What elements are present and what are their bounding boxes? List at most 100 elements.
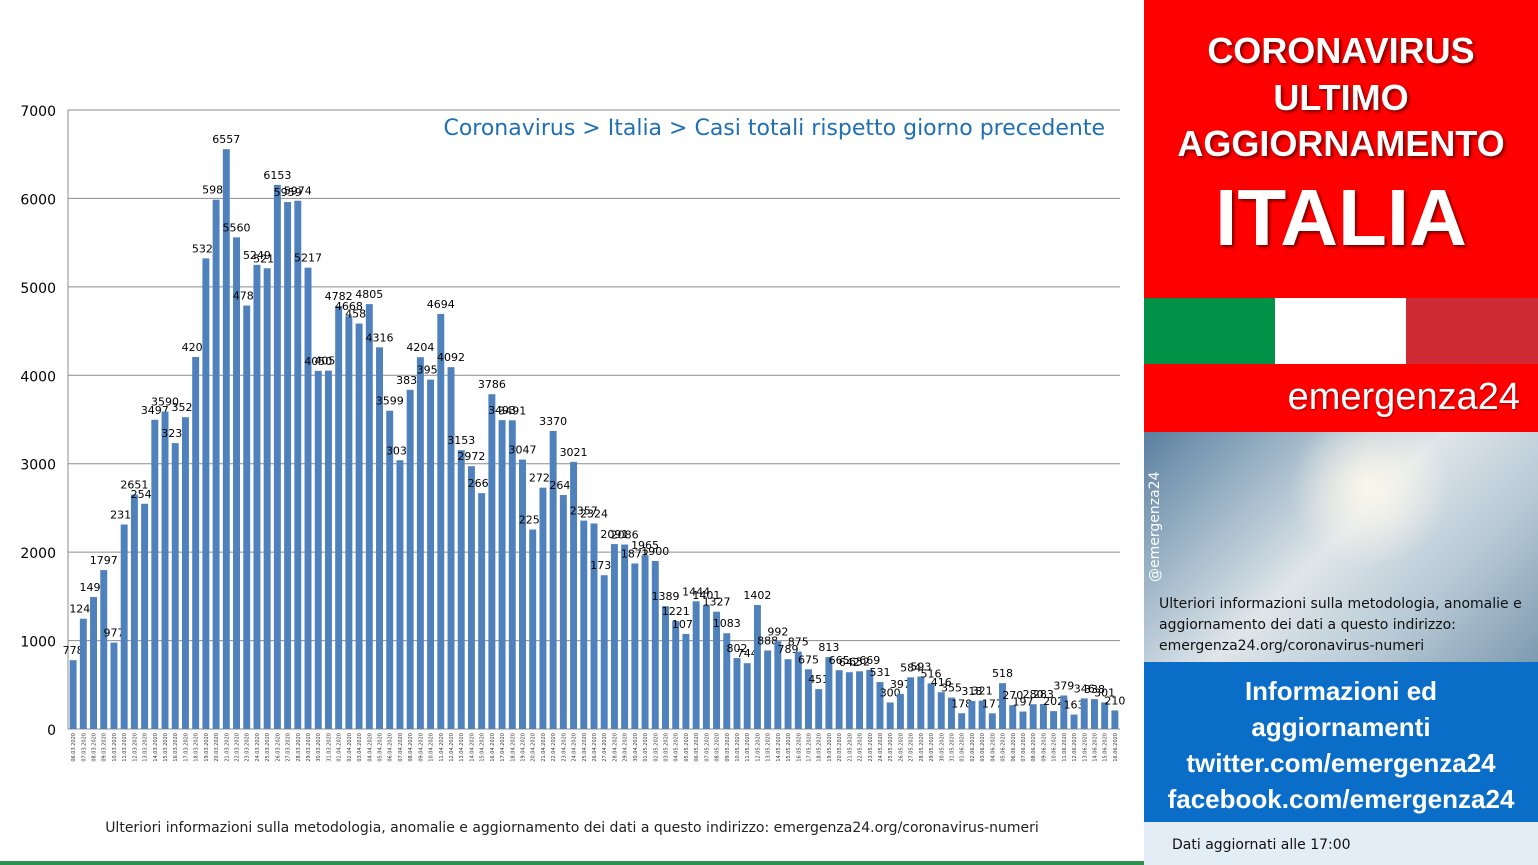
x-tick-label: 23.04.2020 [561,733,567,762]
bar [1111,710,1119,729]
bar [437,313,445,729]
x-tick-label: 21.05.2020 [847,733,853,762]
headline-line-2: ULTIMO [1273,77,1409,118]
bar [100,570,108,729]
bar [1080,698,1088,729]
data-label: 665 [829,654,850,667]
data-label: 280 [1023,688,1044,701]
social-links-box: Informazioni ed aggiornamenti twitter.co… [1144,662,1538,822]
x-tick-label: 20.04.2020 [531,733,537,762]
bar [416,357,424,729]
data-label: 744 [737,647,758,660]
x-tick-label: 22.05.2020 [858,733,864,762]
x-tick-label: 08.04.2020 [408,733,414,762]
italian-flag [1144,298,1538,364]
x-tick-label: 28.03.2020 [296,733,302,762]
facebook-link[interactable]: facebook.com/emergenza24 [1167,784,1515,814]
bar [141,503,149,729]
y-tick-label: 2000 [20,546,56,562]
x-tick-label: 08.03.2020 [92,733,98,762]
data-label: 789 [778,643,799,656]
x-tick-label: 06.05.2020 [694,733,700,762]
data-label: 3590 [151,396,179,409]
bar [590,523,598,729]
data-label: 197 [1012,696,1033,709]
y-tick-label: 4000 [20,369,56,385]
x-tick-label: 01.05.2020 [643,733,649,762]
data-label: 3493 [488,404,516,417]
data-label: 1389 [651,590,679,603]
x-tick-label: 19.04.2020 [521,733,527,762]
x-tick-label: 18.05.2020 [817,733,823,762]
bar [478,493,486,729]
data-label: 813 [818,641,839,654]
info-panel: @emergenza24 Ulteriori informazioni sull… [1144,432,1538,662]
data-label: 518 [992,667,1013,680]
y-tick-label: 1000 [20,635,56,651]
data-label: 1900 [641,545,669,558]
x-tick-label: 21.03.2020 [224,733,230,762]
x-tick-label: 31.03.2020 [326,733,332,762]
bottom-divider [0,861,1144,865]
x-tick-label: 01.06.2020 [960,733,966,762]
bar [743,663,751,729]
bar [529,529,537,729]
x-tick-label: 09.05.2020 [725,733,731,762]
data-label: 178 [951,697,972,710]
x-tick-label: 14.04.2020 [469,733,475,762]
bar [702,605,710,729]
bar [835,670,843,729]
data-label: 3370 [539,415,567,428]
bar [733,658,741,729]
data-label: 1797 [90,554,118,567]
headline-line-1: CORONAVIRUS [1207,30,1475,71]
bar [559,495,567,729]
bar [263,268,271,729]
data-label: 3021 [560,446,588,459]
bar [1009,705,1017,729]
bar [1019,711,1027,729]
x-tick-label: 06.06.2020 [1011,733,1017,762]
bar [610,544,618,729]
data-label: 338 [1084,683,1105,696]
x-tick-label: 04.05.2020 [674,733,680,762]
info-text: Ulteriori informazioni sulla metodologia… [1159,596,1522,654]
data-label: 669 [859,654,880,667]
bar [406,389,414,729]
data-label: 4092 [437,351,465,364]
x-tick-label: 05.04.2020 [378,733,384,762]
data-label: 531 [869,666,890,679]
bar [1090,699,1098,729]
bar [488,394,496,729]
data-label: 355 [941,682,962,695]
data-label: 5974 [284,185,312,198]
data-label: 1444 [682,585,710,598]
x-tick-label: 11.03.2020 [122,733,128,762]
x-tick-label: 03.04.2020 [357,733,363,762]
x-tick-label: 04.06.2020 [990,733,996,762]
bar [968,700,976,729]
bar [212,199,220,729]
data-label: 5217 [294,252,322,265]
data-label: 2086 [611,529,639,542]
x-tick-label: 24.03.2020 [255,733,261,762]
x-tick-label: 26.05.2020 [898,733,904,762]
data-label: 1401 [692,589,720,602]
x-tick-label: 18.03.2020 [194,733,200,762]
data-label: 977 [103,627,124,640]
twitter-link[interactable]: twitter.com/emergenza24 [1186,748,1496,778]
x-tick-label: 13.06.2020 [1082,733,1088,762]
chart-footnote: Ulteriori informazioni sulla metodologia… [105,820,1039,836]
bar [498,420,506,729]
bar [181,417,189,729]
social-line-2: aggiornamenti [1251,712,1431,742]
bar [907,677,915,729]
bar [651,560,659,729]
x-tick-label: 27.03.2020 [286,733,292,762]
data-label: 321 [972,685,993,698]
x-tick-label: 11.06.2020 [1062,733,1068,762]
data-label: 4782 [325,290,353,303]
bar [457,450,465,729]
bar [825,657,833,729]
data-label: 4805 [355,288,383,301]
